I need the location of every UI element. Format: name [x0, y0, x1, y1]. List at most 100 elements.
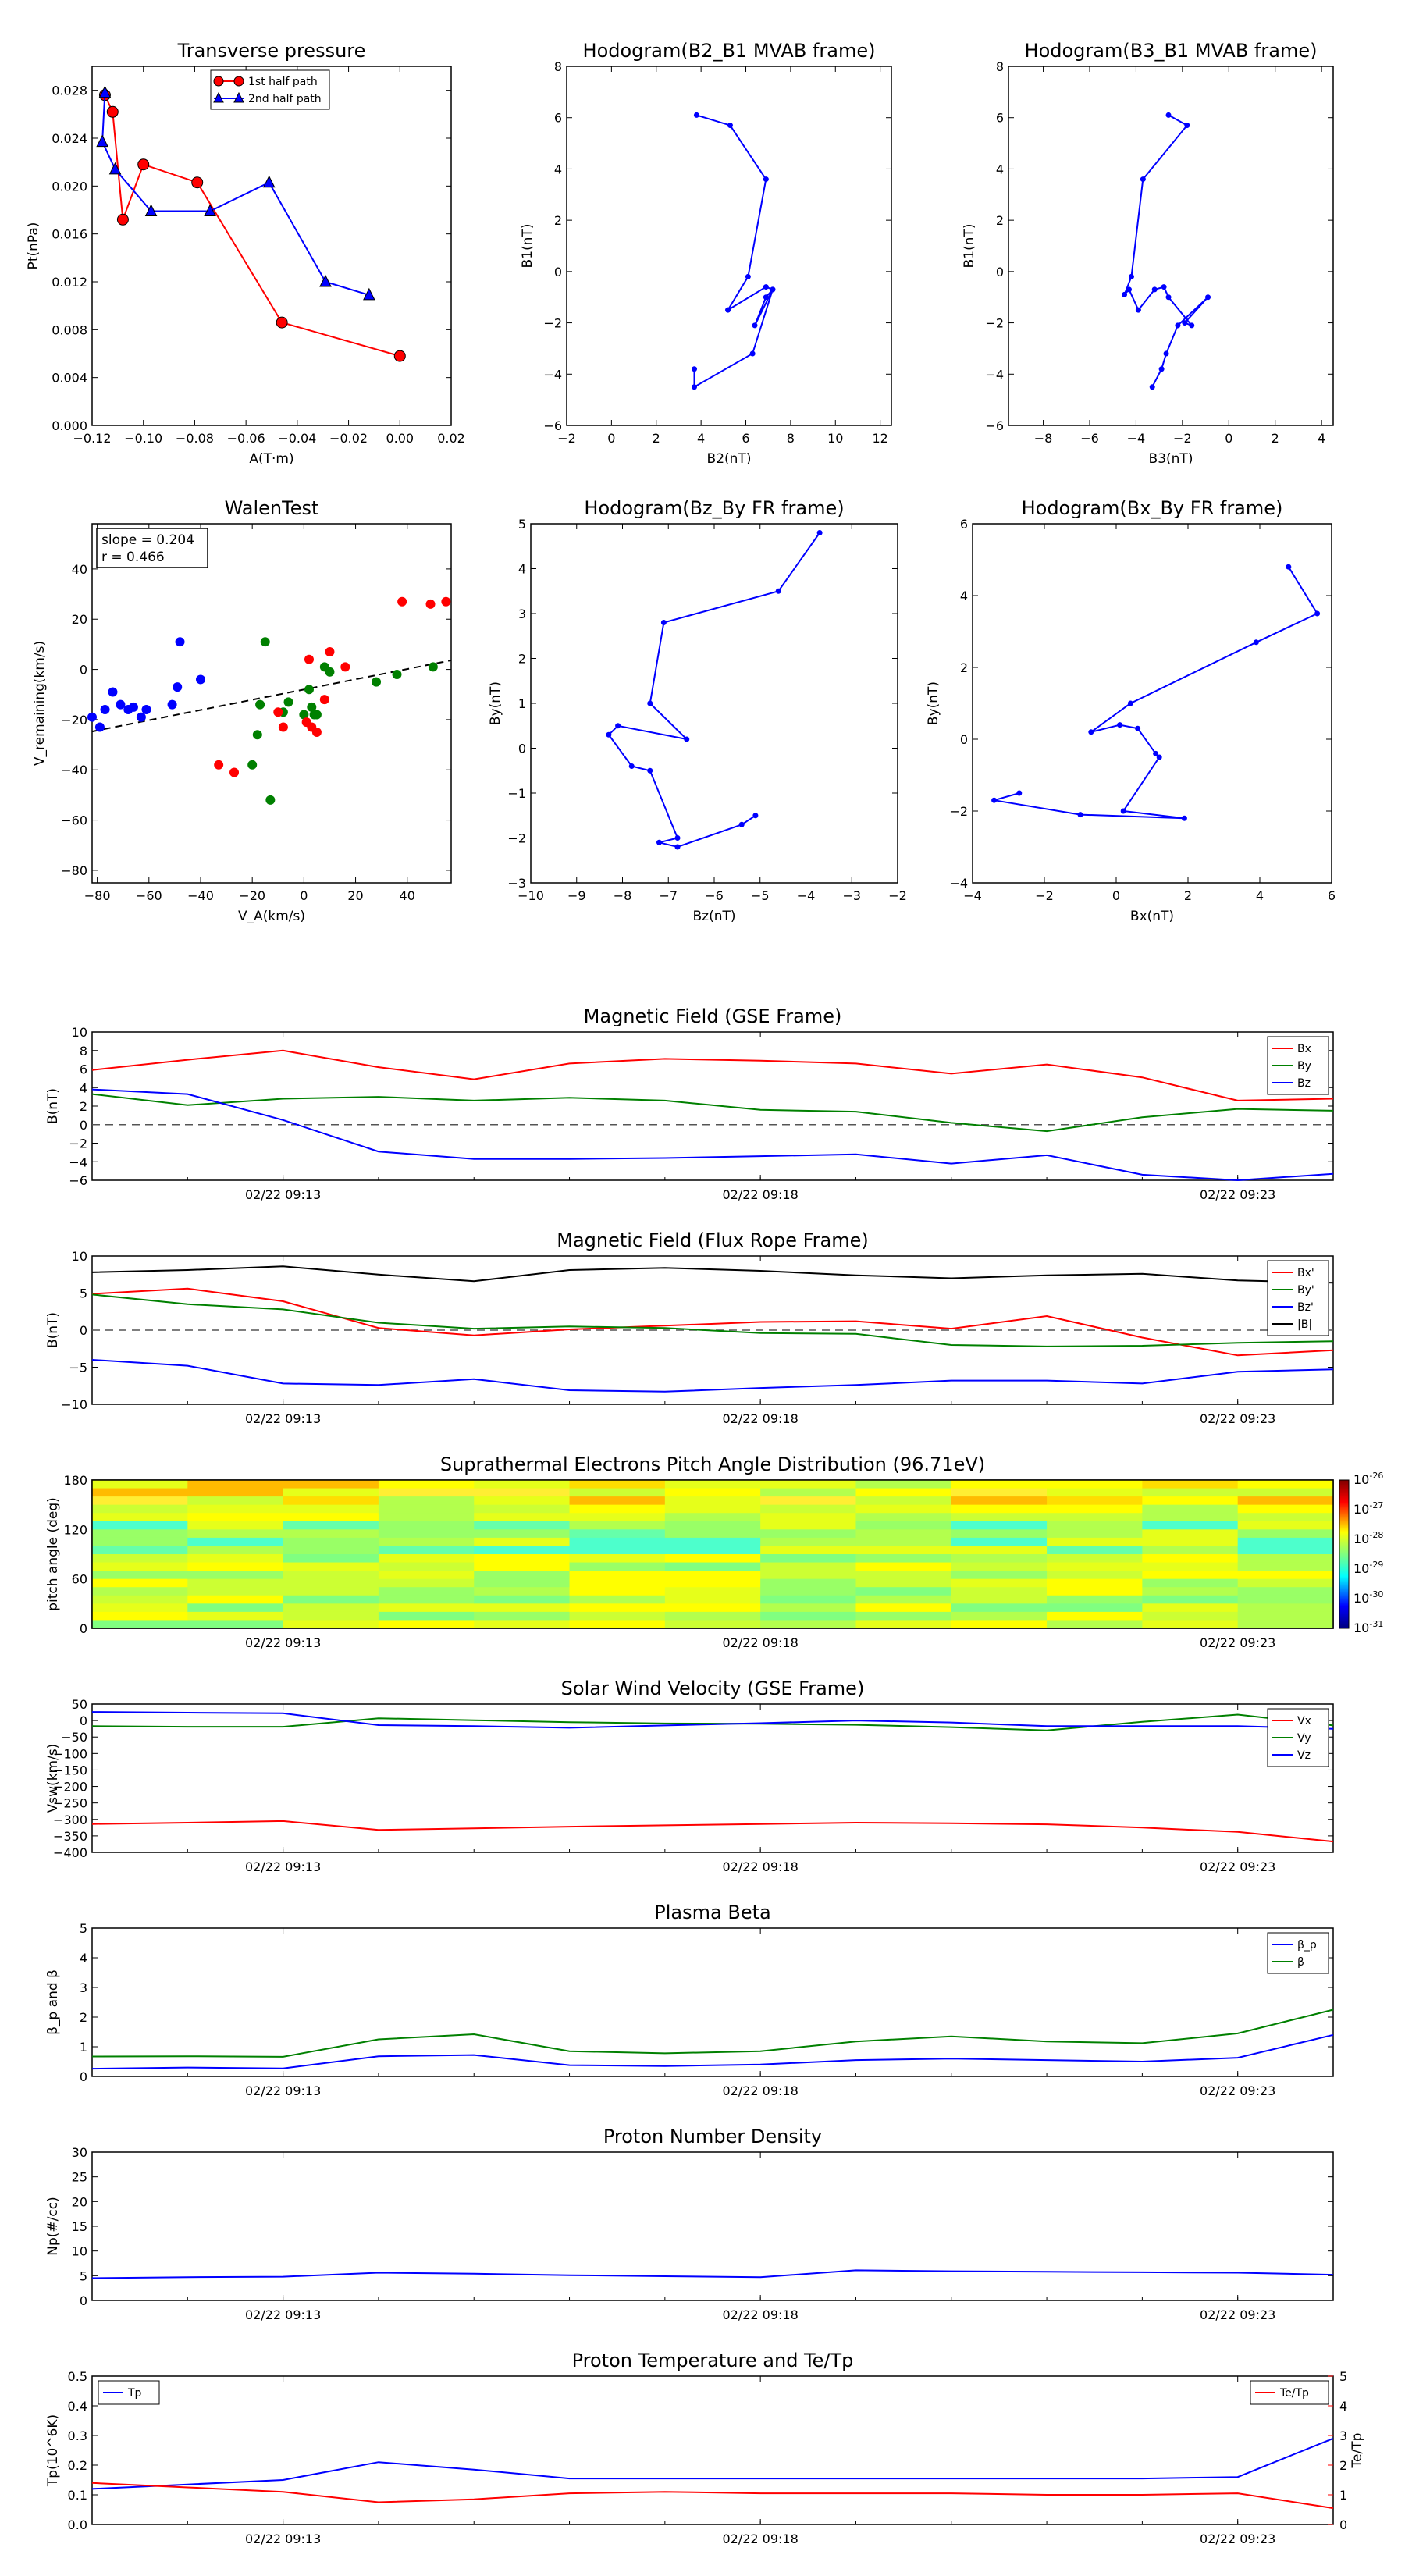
data-point [311, 710, 322, 720]
series-line [91, 2482, 1334, 2510]
data-point [393, 350, 406, 362]
heatmap-cell [474, 1546, 571, 1555]
heatmap-cell [474, 1554, 571, 1564]
heatmap-cell [92, 1587, 188, 1596]
chart-title: Magnetic Field (Flux Rope Frame) [557, 1229, 868, 1251]
x-tick-label: 0.02 [437, 431, 465, 446]
series-line [91, 1265, 1334, 1284]
heatmap-cell [855, 1620, 952, 1629]
heatmap-cell [664, 1571, 761, 1580]
data-point [1126, 286, 1133, 293]
annotation-text: slope = 0.204 [101, 532, 194, 548]
heatmap-cell [1237, 1546, 1334, 1555]
data-point [108, 162, 122, 175]
heatmap-cell [760, 1578, 856, 1588]
heatmap-cell [283, 1546, 379, 1555]
heatmap-cell [1142, 1513, 1239, 1522]
data-point [260, 637, 270, 647]
heatmap-cell [378, 1620, 475, 1629]
heatmap-cell [1047, 1554, 1143, 1564]
heatmap-cell [187, 1562, 284, 1571]
y-tick-label: 8 [80, 1044, 87, 1059]
y-tick-label: 1 [80, 2040, 87, 2055]
heatmap-cell [664, 1546, 761, 1555]
heatmap-cell [855, 1480, 952, 1489]
heatmap-cell [951, 1504, 1048, 1514]
data-point [304, 654, 314, 664]
colorbar-exponent: -29 [1369, 1560, 1383, 1570]
panel-hodogram_bzby: Hodogram(Bz_By FR frame)−3−2−1012345−10−… [488, 497, 907, 924]
heatmap-cell [569, 1496, 666, 1506]
heatmap-cell [951, 1537, 1048, 1546]
heatmap-cell [283, 1496, 379, 1506]
heatmap-cell [1142, 1546, 1239, 1555]
heatmap-cell [378, 1521, 475, 1530]
data-point [692, 384, 698, 390]
heatmap-cell [92, 1595, 188, 1604]
x-axis-label: Bz(nT) [692, 909, 735, 924]
y-tick-label: 120 [63, 1522, 87, 1537]
legend-label: |B| [1297, 1318, 1312, 1331]
x-tick-label: −6 [705, 888, 724, 903]
heatmap-cell [855, 1513, 952, 1522]
heatmap-cell [474, 1603, 571, 1613]
heatmap-cell [951, 1546, 1048, 1555]
data-point [816, 530, 823, 535]
heatmap-cell [474, 1571, 571, 1580]
heatmap-cell [1047, 1537, 1143, 1546]
data-point [763, 294, 769, 301]
x-tick-label: −0.10 [124, 431, 162, 446]
y-tick-label: 10 [72, 2244, 87, 2259]
heatmap-cell [1237, 1611, 1334, 1621]
data-point [204, 204, 216, 217]
chart-title: WalenTest [225, 497, 319, 519]
y-axis-label: B1(nT) [520, 224, 535, 269]
y-tick-label: 8 [554, 59, 562, 74]
y-tick-label: 5 [80, 2268, 87, 2283]
data-point [745, 273, 751, 279]
heatmap-cell [1047, 1595, 1143, 1604]
y-tick-label: 4 [554, 162, 562, 176]
series-line [91, 2033, 1334, 2070]
data-point [175, 637, 185, 647]
plot-frame [91, 2375, 1334, 2525]
heatmap-cell [951, 1603, 1048, 1613]
data-point [1151, 286, 1158, 293]
heatmap-cell [474, 1620, 571, 1629]
heatmap-cell [1237, 1496, 1334, 1506]
data-point [144, 204, 158, 217]
colorbar-label: 10-26 [1353, 1471, 1383, 1487]
heatmap-cell [569, 1529, 666, 1539]
y-tick-label: 4 [80, 1080, 87, 1095]
panel-beta: Plasma Beta 0 1 2 3 4 5 02/22 09:13 02/22 09:18 0… [45, 1902, 1334, 2098]
heatmap-cell [664, 1603, 761, 1613]
x-tick-label: 02/22 09:18 [722, 1859, 798, 1874]
y-tick-label: 2 [554, 213, 562, 228]
heatmap-cell [283, 1529, 379, 1539]
heatmap-cell [855, 1496, 952, 1506]
y-axis-label: pitch angle (deg) [45, 1497, 61, 1611]
heatmap-cell [187, 1546, 284, 1555]
heatmap-cell [569, 1480, 666, 1489]
heatmap-cell [664, 1504, 761, 1514]
heatmap-cell [569, 1546, 666, 1555]
heatmap-cell [1047, 1578, 1143, 1588]
heatmap-cell [92, 1529, 188, 1539]
heatmap-cell [474, 1587, 571, 1596]
data-point [265, 795, 276, 805]
y-tick-label: 40 [72, 562, 87, 577]
y-tick-label: −400 [53, 1845, 87, 1860]
heatmap-cell [283, 1611, 379, 1621]
heatmap-cell [1142, 1554, 1239, 1564]
data-point [1165, 112, 1172, 118]
heatmap-cell [378, 1513, 475, 1522]
heatmap-cell [378, 1571, 475, 1580]
colorbar-label: 10-30 [1353, 1589, 1383, 1606]
y-tick-label: 4 [80, 1951, 87, 1966]
legend-marker [233, 91, 244, 103]
y-tick-label: 6 [554, 111, 562, 126]
fit-line [91, 659, 452, 733]
heatmap-cell [1237, 1587, 1334, 1596]
data-point [1184, 123, 1190, 129]
heatmap-cell [855, 1603, 952, 1613]
